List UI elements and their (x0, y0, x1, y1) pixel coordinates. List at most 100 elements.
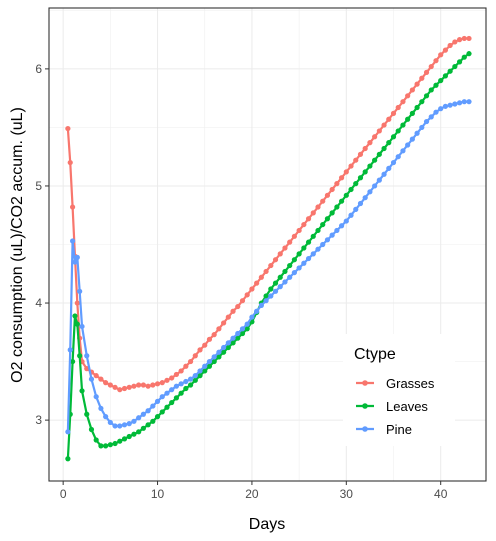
data-point-leaves (77, 353, 83, 359)
y-tick-label: 4 (35, 296, 42, 310)
data-point-pine (348, 212, 354, 218)
data-point-leaves (320, 221, 326, 228)
data-point-grasses (390, 110, 397, 116)
data-point-pine (414, 130, 420, 136)
data-point-grasses (154, 381, 161, 387)
data-point-leaves (187, 382, 194, 388)
data-point-grasses (343, 169, 349, 175)
data-point-pine (390, 159, 397, 166)
data-point-grasses (348, 163, 354, 169)
legend-key-point (362, 380, 368, 386)
data-point-pine (272, 288, 279, 294)
data-point-grasses (291, 233, 297, 239)
data-point-grasses (258, 274, 264, 280)
data-point-grasses (131, 383, 137, 389)
legend: Ctype Grasses Leaves Pine (343, 334, 455, 446)
data-point-pine (447, 102, 453, 108)
data-point-pine (107, 419, 113, 426)
data-point-grasses (159, 380, 165, 386)
data-point-leaves (136, 429, 142, 435)
data-point-pine (117, 423, 123, 429)
data-point-leaves (419, 99, 425, 105)
data-point-grasses (461, 35, 467, 42)
y-axis: 3 4 5 6 (35, 62, 49, 427)
data-point-leaves (159, 409, 165, 415)
legend-item-pine: Pine (356, 422, 412, 437)
x-axis: 0 10 20 30 40 (60, 481, 448, 501)
data-point-leaves (74, 321, 80, 327)
y-tick-label: 6 (35, 62, 42, 76)
data-point-grasses (136, 382, 142, 388)
data-point-leaves (400, 122, 406, 128)
data-point-leaves (296, 251, 302, 257)
data-point-leaves (154, 414, 161, 420)
data-point-leaves (362, 169, 368, 175)
data-point-grasses (419, 75, 425, 81)
data-point-pine (202, 363, 208, 369)
data-point-pine (263, 298, 269, 304)
data-point-pine (239, 326, 246, 332)
data-point-grasses (103, 380, 109, 386)
data-point-grasses (367, 140, 373, 146)
data-point-pine (315, 246, 321, 252)
data-point-leaves (173, 395, 180, 401)
data-point-pine (395, 154, 401, 160)
data-point-pine (372, 183, 378, 189)
data-point-pine (140, 411, 146, 417)
legend-label-leaves: Leaves (386, 399, 428, 414)
data-point-leaves (121, 436, 128, 442)
data-point-grasses (310, 210, 316, 216)
series-pine (65, 99, 472, 435)
data-point-pine (93, 394, 99, 400)
data-point-leaves (452, 63, 458, 70)
data-point-grasses (456, 37, 463, 43)
data-point-grasses (206, 336, 213, 342)
data-point-leaves (395, 128, 401, 134)
data-point-grasses (235, 303, 241, 310)
data-point-grasses (211, 332, 217, 338)
data-point-leaves (126, 433, 132, 440)
data-point-pine (211, 354, 217, 360)
data-point-grasses (216, 326, 222, 332)
data-point-leaves (277, 274, 283, 280)
data-point-grasses (67, 159, 73, 166)
data-point-grasses (357, 151, 364, 157)
data-point-leaves (466, 51, 472, 57)
data-point-leaves (211, 358, 217, 365)
data-point-pine (112, 423, 118, 429)
data-point-pine (235, 330, 241, 337)
data-point-grasses (244, 292, 250, 298)
data-point-pine (154, 398, 161, 404)
legend-item-leaves: Leaves (356, 399, 428, 414)
panel-border (48, 7, 487, 482)
data-point-pine (249, 314, 255, 320)
data-point-grasses (121, 385, 128, 392)
data-point-pine (103, 414, 109, 420)
data-point-leaves (150, 418, 156, 424)
data-point-leaves (192, 377, 198, 383)
data-point-grasses (249, 286, 255, 292)
data-point-pine (79, 323, 85, 330)
data-point-leaves (79, 388, 85, 394)
legend-title: Ctype (354, 346, 396, 363)
data-point-pine (367, 189, 373, 195)
data-point-grasses (145, 383, 151, 389)
data-point-grasses (372, 134, 378, 140)
data-point-grasses (334, 181, 340, 187)
data-point-leaves (131, 431, 137, 437)
data-point-pine (310, 251, 316, 257)
data-point-grasses (164, 377, 170, 383)
data-point-pine (225, 340, 231, 346)
data-point-pine (192, 373, 198, 379)
data-point-leaves (367, 163, 373, 169)
data-point-leaves (343, 192, 349, 198)
data-point-grasses (169, 375, 175, 381)
data-point-leaves (230, 340, 236, 346)
legend-background (343, 334, 455, 446)
data-point-leaves (301, 245, 307, 251)
data-point-leaves (428, 87, 434, 93)
data-point-grasses (442, 47, 449, 53)
data-point-grasses (376, 128, 382, 134)
data-point-grasses (362, 145, 368, 152)
data-point-pine (320, 241, 326, 248)
